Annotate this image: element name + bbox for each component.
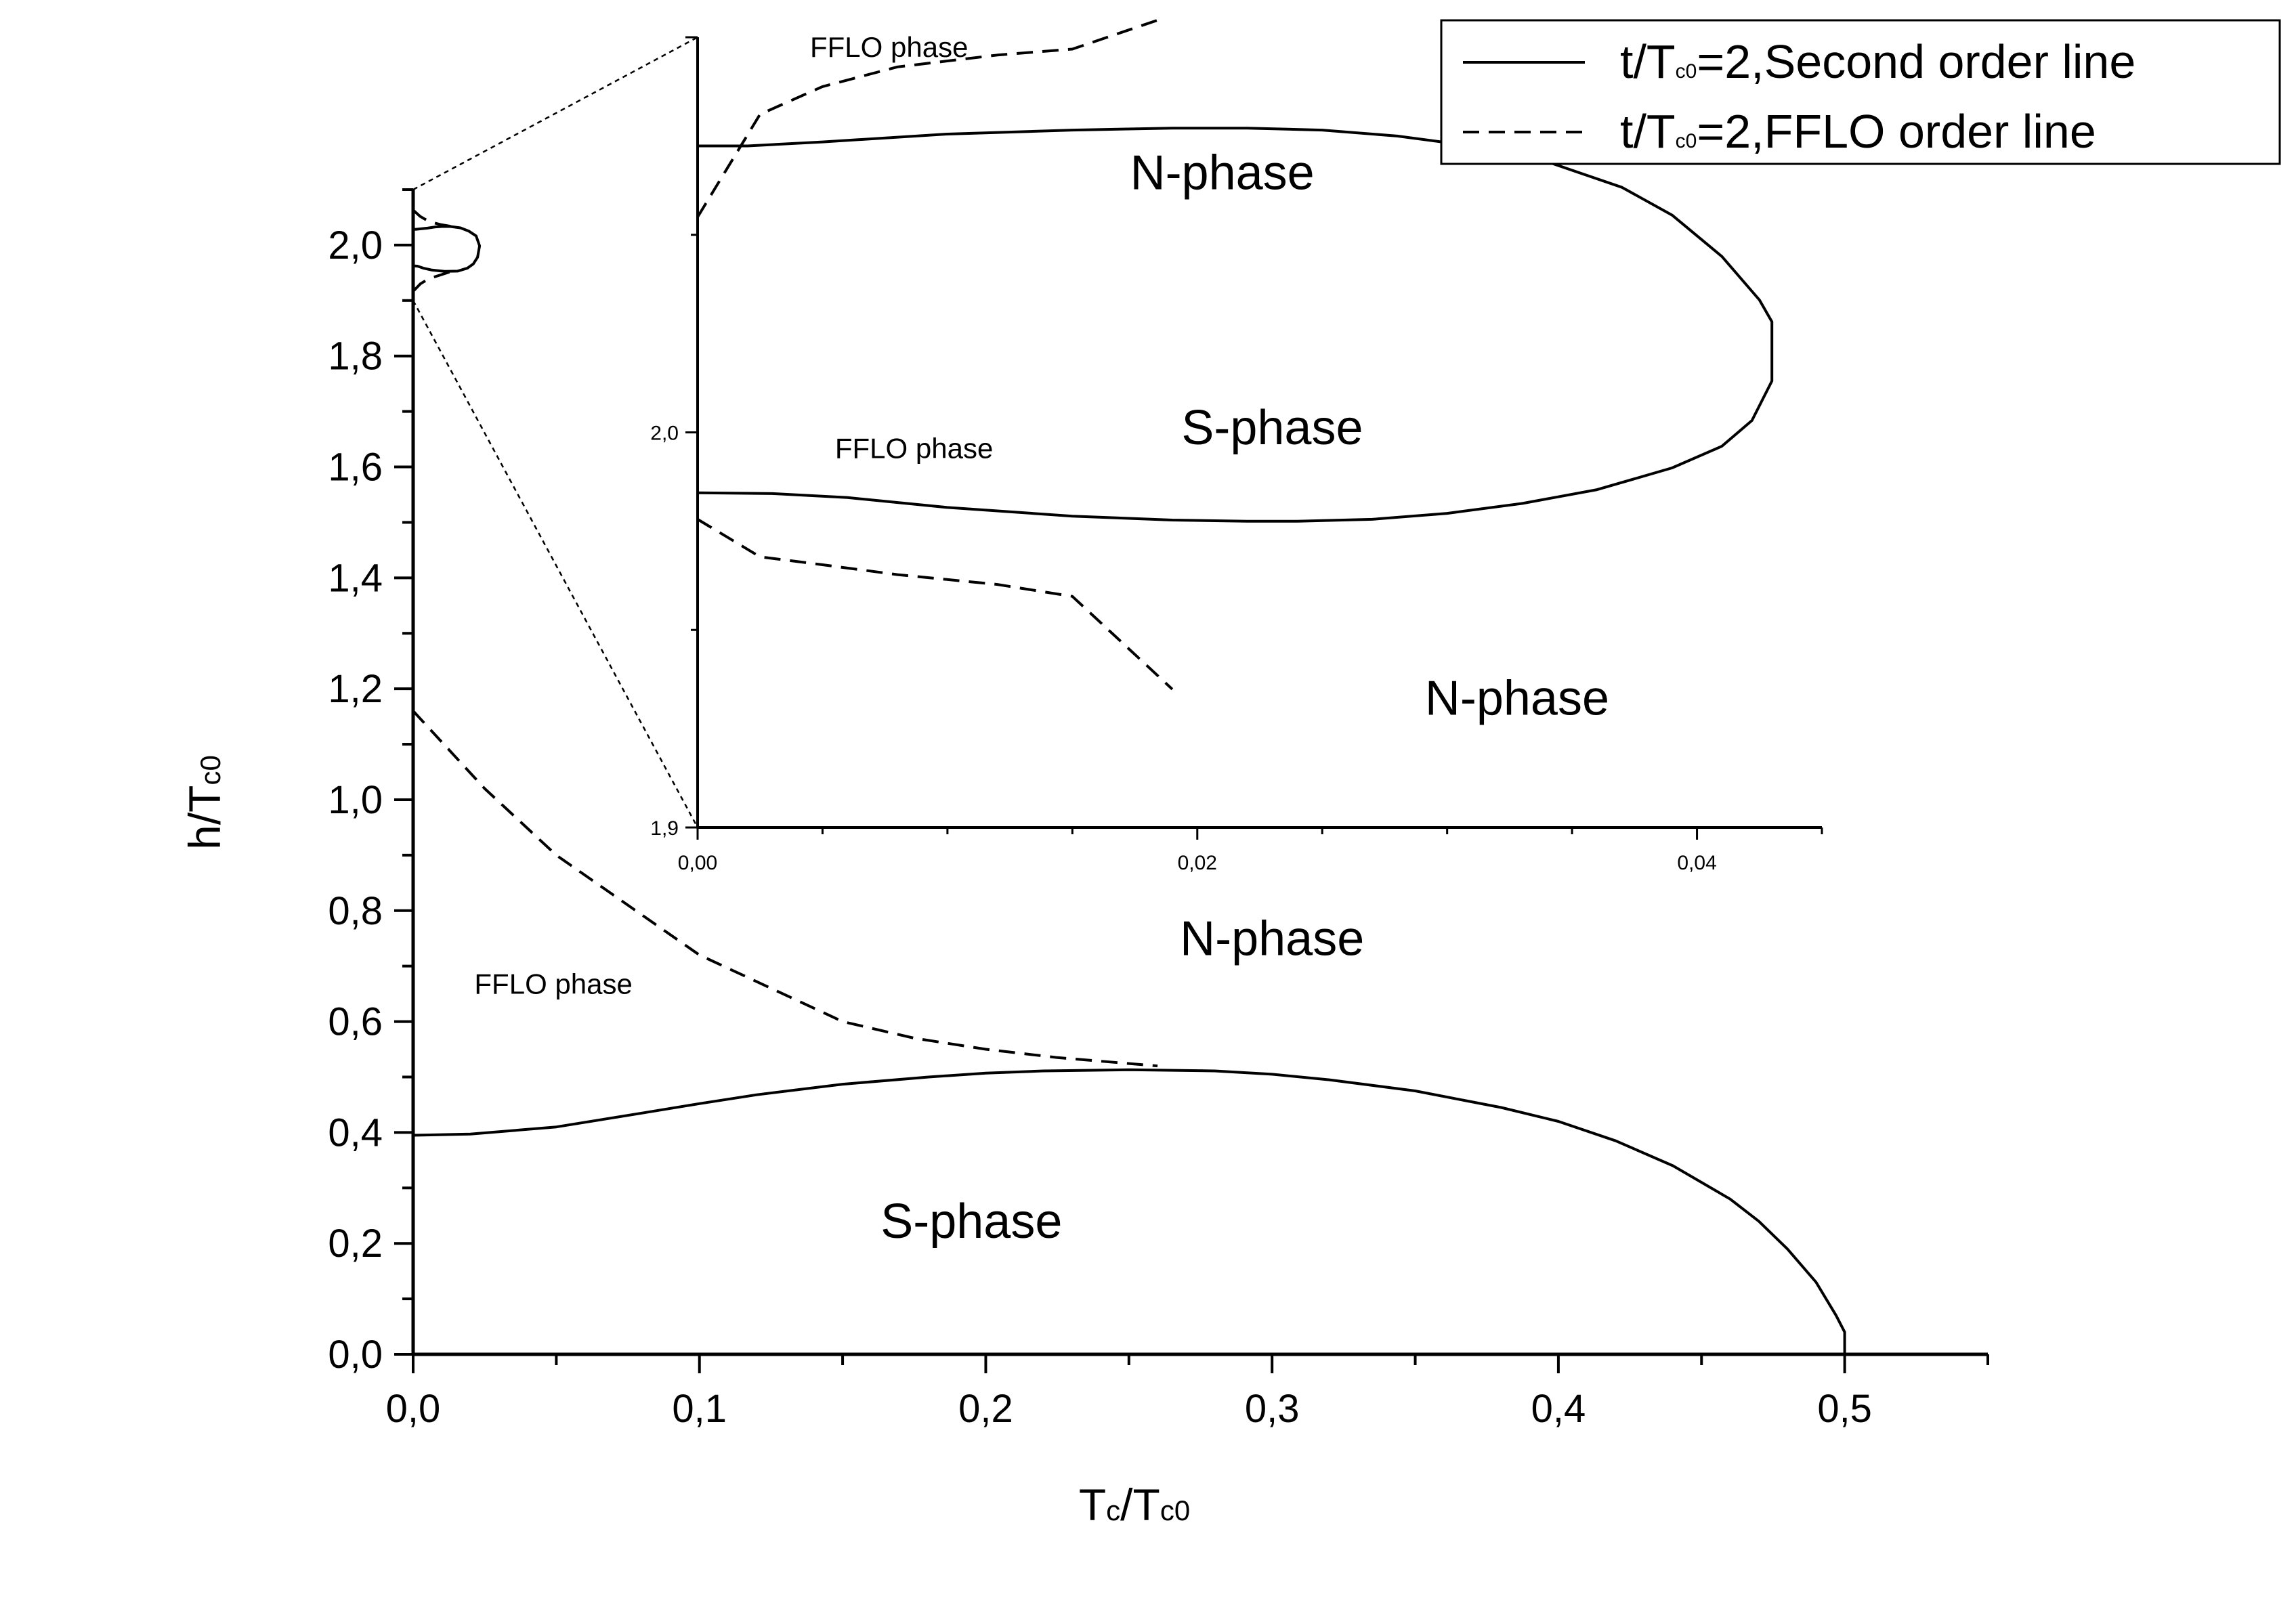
inset-x-tick-label: 0,00 — [678, 852, 717, 874]
fflo-order-line-1 — [696, 18, 1161, 218]
legend-box — [1440, 19, 2281, 165]
inset-phase-label: FFLO phase — [810, 31, 968, 63]
inset-phase-label: N-phase — [1425, 672, 1609, 726]
zoom-connector-top — [412, 36, 698, 191]
fflo-order-line-3 — [412, 209, 451, 228]
y-tick-label: 1,8 — [328, 335, 383, 379]
y-tick-label: 0,4 — [328, 1111, 383, 1155]
y-tick-label: 0,6 — [328, 1000, 383, 1044]
y-tick-label: 2,0 — [328, 223, 383, 267]
inset-y-tick-label: 1,9 — [650, 817, 679, 840]
zoom-connector-bottom — [412, 300, 699, 828]
inset-phase-label: S-phase — [1181, 401, 1363, 455]
y-tick-label: 0,2 — [328, 1222, 383, 1266]
y-axis-title: h/Tc0 — [179, 755, 230, 850]
y-tick-label: 1,6 — [328, 446, 383, 490]
inset-zoom-connectors — [412, 36, 699, 828]
second-order-line-2 — [412, 225, 482, 273]
x-tick-label: 0,0 — [386, 1387, 441, 1431]
x-tick-label: 0,5 — [1817, 1387, 1872, 1431]
second-order-line-0 — [412, 1068, 1846, 1356]
y-tick-label: 0,8 — [328, 889, 383, 933]
legend: t/Tc0=2,Second order line t/Tc0=2,FFLO o… — [1440, 19, 2281, 165]
legend-entry-fflo-order: t/Tc0=2,FFLO order line — [1620, 105, 2096, 158]
inset-plot: 0,00 0,02 0,041,92,0 N-phaseS-phaseN-phase… — [650, 18, 1823, 874]
legend-entry-second-order: t/Tc0=2,Second order line — [1620, 35, 2135, 88]
x-tick-label: 0,1 — [672, 1387, 727, 1431]
main-plot: 0,0 0,1 0,2 0,3 0,4 0,5 0,0 0,2 0,4 0,6 0,8 1,0 1,2 1… — [179, 188, 1989, 1530]
x-axis-title: Tc/Tc0 — [1079, 1480, 1190, 1530]
fflo-order-line-1 — [412, 710, 1158, 1068]
x-tick-label: 0,2 — [958, 1387, 1013, 1431]
inset-x-tick-label: 0,02 — [1178, 852, 1217, 874]
phase-label: FFLO phase — [474, 968, 632, 1000]
phase-label: N-phase — [1180, 911, 1364, 966]
second-order-line-0 — [696, 127, 1774, 523]
main-axis-ticks: 0,0 0,1 0,2 0,3 0,4 0,5 0,0 0,2 0,4 0,6 0,8 1,0 1,2 1… — [328, 188, 1989, 1431]
y-tick-label: 1,0 — [328, 778, 383, 822]
inset-x-tick-label: 0,04 — [1677, 852, 1716, 874]
inset-annotations: N-phase S-phase N-phase FFLO phase FFLO phas… — [810, 31, 1609, 726]
fflo-order-line-2 — [696, 518, 1174, 691]
main-series — [412, 209, 1846, 1356]
x-tick-label: 0,3 — [1245, 1387, 1300, 1431]
inset-phase-label: FFLO phase — [835, 432, 993, 464]
y-tick-label: 0,0 — [328, 1333, 383, 1377]
y-tick-label: 1,2 — [328, 667, 383, 711]
inset-y-tick-label: 2,0 — [650, 423, 679, 445]
phase-label: S-phase — [880, 1195, 1062, 1249]
main-annotations: N-phase S-phase FFLO phase — [474, 911, 1364, 1249]
inset-series — [696, 18, 1774, 691]
inset-axis-ticks: 0,00 0,02 0,04 1,9 2,0 — [650, 36, 1823, 874]
y-tick-label: 1,4 — [328, 556, 383, 600]
inset-phase-label: N-phase — [1130, 146, 1315, 200]
fflo-order-line-4 — [412, 270, 451, 293]
x-tick-label: 0,4 — [1531, 1387, 1586, 1431]
